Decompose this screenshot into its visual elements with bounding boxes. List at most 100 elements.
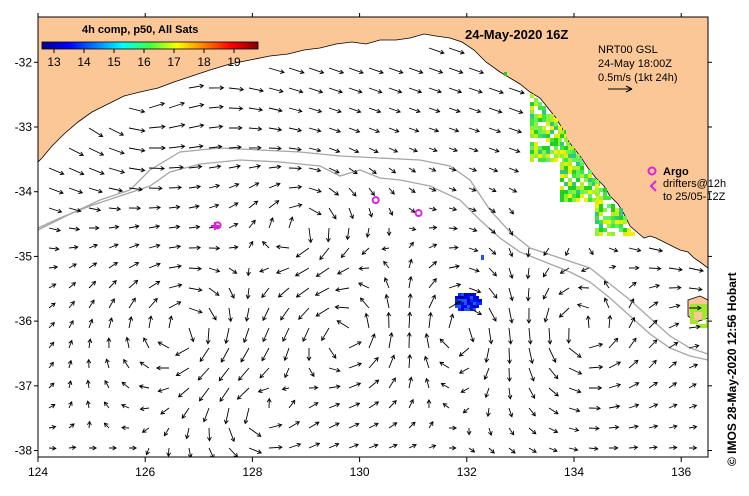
- sst-pixel: [706, 312, 708, 316]
- current-arrow: [188, 184, 202, 190]
- sst-pixel: [538, 126, 542, 130]
- current-arrow: [188, 83, 205, 89]
- sst-pixel: [455, 299, 458, 302]
- sst-pixel: [542, 130, 546, 134]
- current-arrow: [328, 67, 345, 75]
- sst-pixel: [611, 224, 615, 228]
- current-arrow: [168, 204, 181, 210]
- current-arrow: [688, 383, 697, 389]
- current-arrow: [345, 227, 351, 241]
- sst-pixel: [576, 174, 580, 178]
- current-arrow: [268, 127, 283, 132]
- current-arrow: [588, 247, 594, 256]
- current-arrow: [128, 186, 144, 192]
- current-arrow: [507, 347, 512, 365]
- current-arrow: [288, 399, 296, 409]
- current-arrow: [648, 359, 657, 369]
- sst-pixel: [706, 304, 708, 308]
- sst-pixel: [564, 170, 568, 174]
- current-arrow: [668, 285, 682, 291]
- current-arrow: [208, 287, 220, 296]
- sst-pixel: [584, 178, 588, 182]
- current-arrow: [188, 204, 200, 209]
- sst-pixel: [538, 134, 542, 138]
- current-arrow: [388, 187, 395, 195]
- current-arrow: [48, 302, 56, 309]
- current-arrow: [365, 227, 371, 239]
- sst-pixel: [599, 232, 603, 236]
- sst-pixel: [458, 299, 461, 302]
- current-arrow: [340, 247, 350, 259]
- current-arrow: [508, 447, 516, 454]
- current-arrow: [228, 86, 245, 92]
- current-arrow: [608, 404, 621, 409]
- colorbar-tick-label: 18: [197, 55, 211, 69]
- sst-pixel: [550, 142, 554, 146]
- current-arrow: [48, 404, 56, 409]
- sst-pixel: [595, 220, 599, 224]
- sst-pixel: [603, 208, 607, 212]
- current-arrow: [487, 427, 493, 436]
- x-tick-label: 132: [457, 465, 477, 479]
- current-arrow: [688, 404, 698, 409]
- current-arrow: [528, 387, 536, 399]
- current-arrow: [277, 287, 290, 298]
- current-arrow: [439, 338, 450, 349]
- current-arrow: [568, 407, 581, 413]
- sst-pixel: [458, 296, 461, 299]
- current-arrow: [407, 354, 413, 369]
- current-arrow: [328, 207, 337, 220]
- sst-pixel: [542, 126, 546, 130]
- current-arrow: [228, 202, 239, 209]
- current-arrow: [488, 227, 496, 234]
- current-arrow: [348, 443, 360, 449]
- current-arrow: [348, 67, 364, 75]
- sst-pixel: [473, 305, 476, 308]
- current-arrow: [406, 331, 412, 349]
- current-arrow: [426, 398, 432, 409]
- current-arrow: [288, 87, 304, 94]
- current-arrow: [168, 301, 182, 309]
- sst-pixel: [595, 184, 599, 188]
- current-vectors: [48, 47, 704, 457]
- sst-pixel: [560, 170, 564, 174]
- current-arrow: [108, 127, 125, 136]
- current-arrow: [48, 187, 64, 195]
- current-arrow: [488, 187, 497, 193]
- y-tick-label: -38: [15, 444, 33, 458]
- current-arrow: [688, 424, 698, 430]
- current-arrow: [328, 347, 337, 359]
- sst-pixel: [690, 304, 694, 308]
- current-arrow: [488, 307, 497, 322]
- current-arrow: [468, 167, 478, 172]
- current-arrow: [68, 282, 77, 289]
- current-arrow: [157, 341, 170, 349]
- sst-pixel: [706, 324, 708, 328]
- sst-pixel: [702, 308, 706, 312]
- sst-pixel: [631, 232, 635, 236]
- sst-pixel: [550, 138, 554, 142]
- current-arrow: [328, 187, 340, 196]
- current-arrow: [386, 227, 392, 237]
- current-arrow: [588, 385, 603, 391]
- current-arrow: [488, 167, 499, 173]
- current-arrow: [148, 124, 166, 130]
- current-arrow: [106, 337, 112, 349]
- contour-shelf-200m: [38, 159, 708, 361]
- sst-pixel: [558, 126, 562, 130]
- current-arrow: [148, 280, 161, 289]
- current-arrow: [448, 226, 458, 231]
- current-arrow: [628, 281, 637, 289]
- current-arrow: [88, 299, 95, 309]
- sst-pixel: [530, 94, 534, 98]
- current-arrow: [228, 244, 239, 250]
- current-arrow: [219, 387, 230, 403]
- current-arrow: [507, 367, 512, 382]
- current-arrow: [608, 424, 620, 430]
- sst-pixel: [546, 114, 550, 118]
- current-arrow: [288, 165, 302, 171]
- current-arrow: [168, 315, 174, 329]
- sst-pixel: [470, 302, 473, 305]
- sst-pixel: [615, 224, 619, 228]
- current-arrow: [548, 347, 557, 363]
